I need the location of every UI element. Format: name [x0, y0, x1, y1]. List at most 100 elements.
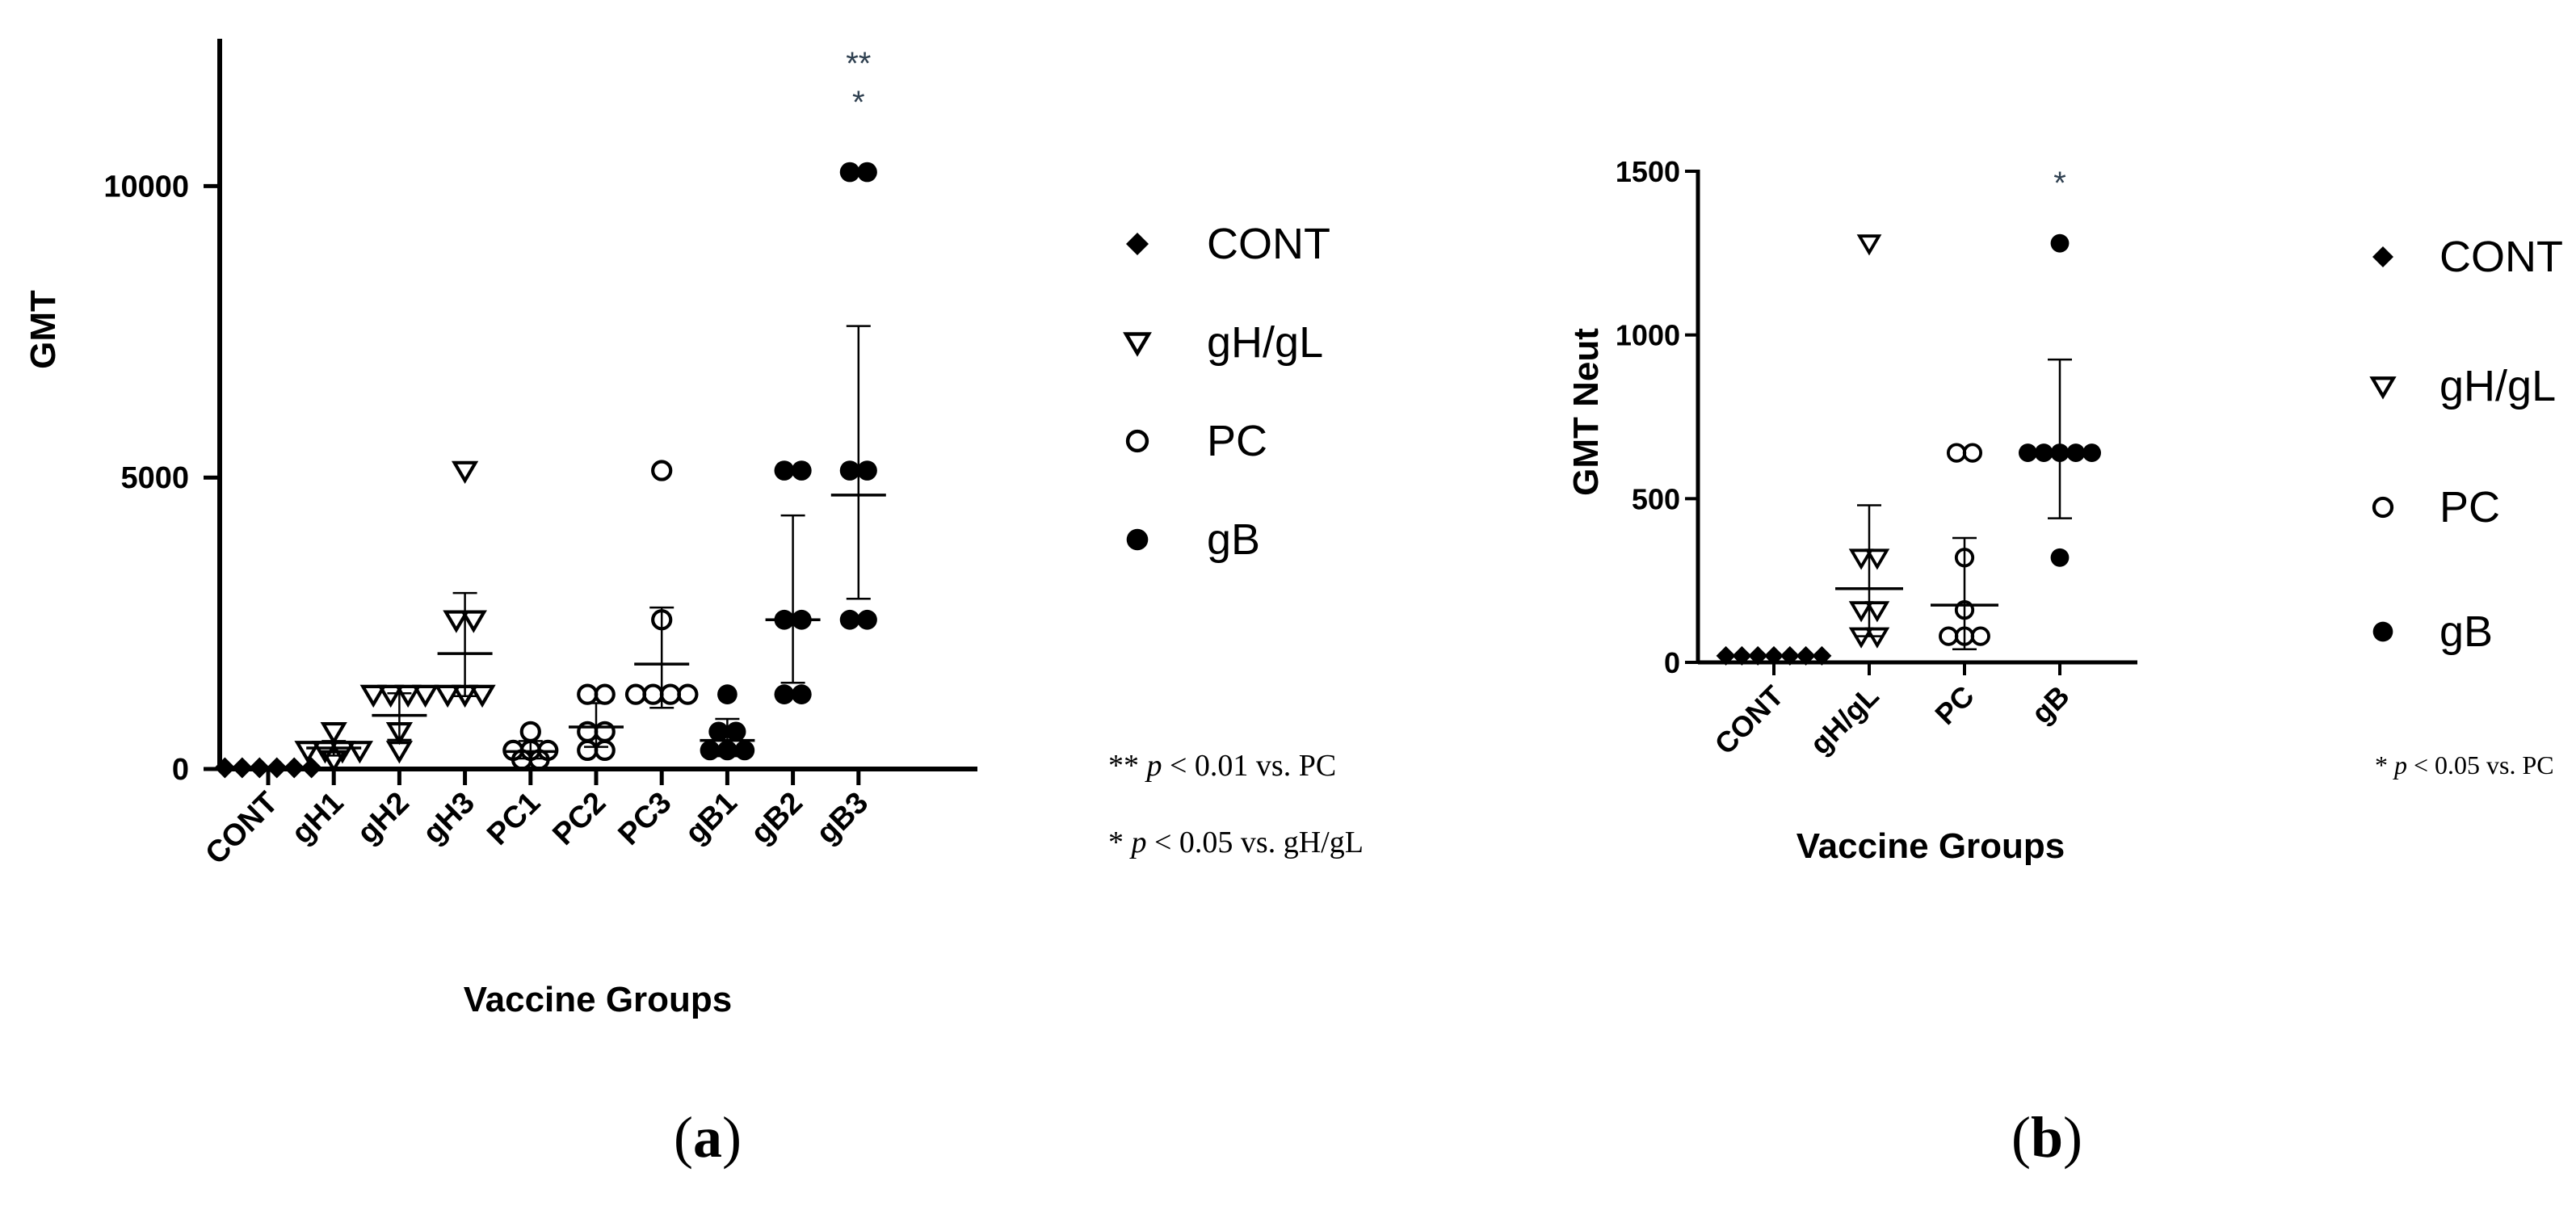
panel-b-legend-marker [2372, 621, 2393, 642]
panel-b-label: (b) [2011, 1105, 2082, 1170]
panel-a-data-point [469, 684, 496, 708]
panel-a-x-tick-label: PC2 [546, 786, 612, 852]
panel-a-data-point [677, 683, 699, 705]
panel-a-data-point [294, 741, 321, 764]
panel-a-data-point [411, 684, 439, 708]
panel-a-data-point [839, 162, 860, 183]
panel-a-legend-marker [1126, 233, 1149, 255]
panel-a-data-point [651, 609, 673, 631]
panel-b-y-tick-label: 1000 [1616, 319, 1680, 352]
panel-b-xlabel: Vaccine Groups [1796, 826, 2065, 866]
panel-a-data-point [451, 684, 479, 708]
panel-b-data-point [1954, 600, 1975, 620]
panel-a-y-tick-label: 5000 [120, 461, 189, 495]
panel-b-data-point [2034, 443, 2053, 462]
panel-b-data-point [2050, 443, 2070, 462]
panel-a-note-1: ** p < 0.01 vs. PC [1108, 749, 1336, 783]
panel-b-x-tick-label: PC [1928, 679, 1980, 731]
panel-a-label: (a) [674, 1105, 742, 1170]
panel-a-data-point [659, 683, 682, 705]
panel-a-data-point [774, 609, 795, 630]
panel-a-data-point [642, 683, 664, 705]
panel-b-data-point [1796, 645, 1816, 666]
panel-a-x-tick-label: gB1 [679, 786, 743, 851]
panel-b-legend-marker [2369, 376, 2397, 400]
panel-b-data-point [2050, 233, 2070, 253]
panel-a-data-point [839, 609, 860, 630]
panel-b-x-tick-label: CONT [1708, 679, 1790, 761]
panel-a-data-point [443, 610, 470, 633]
panel-b-data-point [1848, 627, 1874, 649]
panel-b-legend-marker [2372, 246, 2393, 267]
panel-b-data-point [1848, 548, 1874, 570]
panel-a-data-point [311, 741, 339, 764]
panel-a-x-tick-label: gH3 [416, 786, 481, 851]
panel-b-legend-marker [2372, 496, 2394, 519]
panel-b-data-point [1970, 626, 1990, 646]
panel-a-data-point [434, 684, 461, 708]
panel-b-data-point [1848, 601, 1874, 623]
panel-a-data-point [577, 683, 599, 705]
panel-a-data-point [300, 757, 322, 779]
panel-a-data-point [346, 741, 374, 764]
panel-a-data-point [651, 460, 673, 481]
panel-b-data-point [1812, 645, 1832, 666]
panel-a-data-point [700, 740, 721, 761]
panel-a-data-point [839, 460, 860, 481]
panel-a-data-point [266, 757, 288, 779]
panel-b-data-point [1864, 601, 1890, 623]
panel-a-y-tick-label: 10000 [103, 170, 189, 204]
panel-a-legend-marker [1123, 332, 1152, 357]
note-rest: < 0.05 vs. PC [2407, 750, 2554, 779]
panel-b-data-point [1864, 627, 1890, 649]
panel-b-data-point [2066, 443, 2086, 462]
panel-b-y-tick-label: 500 [1632, 482, 1680, 515]
panel-a-data-point [717, 684, 738, 704]
panel-a-data-point [717, 740, 738, 761]
panel-a-x-tick-label: PC1 [481, 786, 547, 852]
panel-a-data-point [577, 739, 599, 762]
panel-a-data-point [451, 460, 479, 484]
panel-a-data-point [594, 739, 616, 762]
panel-a-data-point [791, 460, 812, 481]
panel-a-data-point [359, 684, 387, 708]
panel-a-significance-mark: ** [846, 46, 871, 82]
panel-b-legend-label: gH/gL [2439, 362, 2556, 410]
panel-b-data-point [2050, 548, 2070, 567]
panel-a-data-point [708, 721, 729, 742]
panel-a-data-point [624, 683, 647, 705]
panel-b-data-point [1748, 645, 1768, 666]
panel-a-x-tick-label: gH1 [285, 786, 350, 851]
panel-b-letter: b [2031, 1105, 2063, 1170]
panel-b-data-point [1962, 443, 1983, 463]
panel-b-legend-label: CONT [2439, 233, 2563, 281]
panel-b-data-point [1764, 645, 1784, 666]
panel-b-data-point [1732, 645, 1752, 666]
panel-b-significance-mark: * [2053, 166, 2066, 201]
note-rest: < 0.01 vs. PC [1162, 749, 1337, 783]
note-prefix: * [2375, 750, 2388, 779]
panel-b-x-tick-label: gB [2025, 679, 2076, 730]
panel-a-data-point [734, 740, 755, 761]
panel-a-data-point [284, 757, 305, 779]
panel-a-legend-marker [1126, 528, 1149, 551]
panel-a-data-point [791, 609, 812, 630]
panel-b-data-point [1856, 234, 1882, 256]
panel-b-x-tick-label: gH/gL [1804, 679, 1885, 761]
panel-a-x-tick-label: gB2 [744, 786, 809, 851]
panel-a-x-tick-label: PC3 [612, 786, 679, 852]
panel-b-data-point [1864, 548, 1890, 570]
panel-a-data-point [594, 683, 616, 705]
panel-a-legend-label: PC [1207, 417, 1267, 465]
note-prefix: * [1108, 826, 1124, 859]
panel-a-data-point [594, 721, 616, 742]
panel-b-data-point [2082, 443, 2102, 462]
panel-a-data-point [857, 609, 877, 630]
panel-b-note-1: * p < 0.05 vs. PC [2375, 750, 2554, 779]
panel-a-data-point [460, 610, 487, 633]
panel-a-data-point [249, 757, 271, 779]
panel-a-data-point [857, 460, 877, 481]
panel-a-data-point [774, 684, 795, 704]
